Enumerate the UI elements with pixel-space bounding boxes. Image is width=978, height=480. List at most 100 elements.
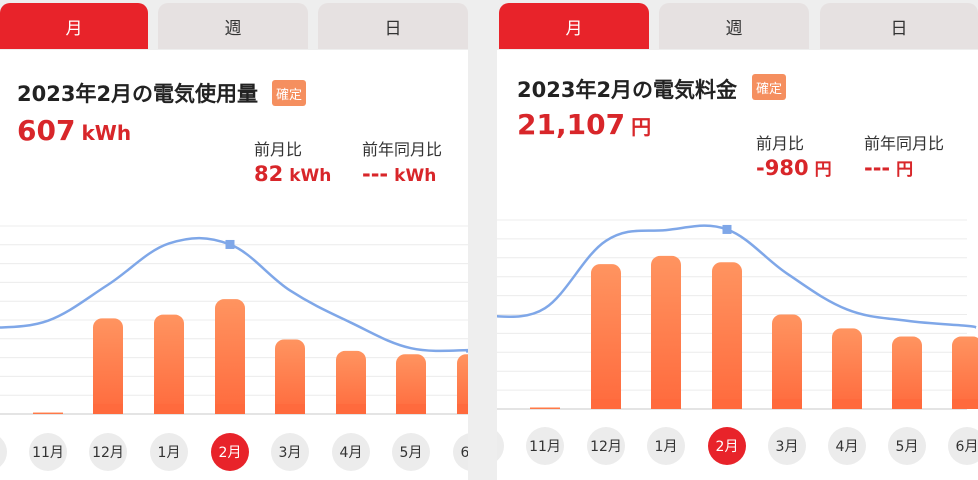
- month-pill-6月[interactable]: [453, 433, 468, 471]
- month-pill-3月[interactable]: [768, 427, 806, 465]
- compare-prev-year-number: ---: [362, 162, 389, 186]
- bar-4月[interactable]: [336, 350, 366, 414]
- compare-prev-month-number: 82: [254, 162, 284, 186]
- cost-panel: 月 週 日 2023年2月の電気料金 確定 21,107 円 前月比 前年同月比 …: [497, 0, 978, 480]
- selected-point-marker: [225, 239, 235, 249]
- bar-11月[interactable]: [530, 407, 560, 409]
- month-pill-2月[interactable]: [211, 433, 249, 471]
- bar-2月[interactable]: [215, 299, 245, 414]
- month-pill-prev[interactable]: [0, 433, 7, 471]
- month-label: 6月: [956, 439, 978, 455]
- usage-panel: 月 週 日 2023年2月の電気使用量 確定 607 kWh 前月比 前年同月比 …: [0, 0, 468, 480]
- bar-2月[interactable]: [712, 262, 742, 409]
- bar-base-6月: [952, 399, 978, 409]
- compare-prev-month-unit: 円: [814, 160, 832, 180]
- month-pill-12月[interactable]: [587, 427, 625, 465]
- page-title: 2023年2月の電気使用量: [17, 82, 259, 106]
- month-selector: 11月 12月 1月 2月 3月 4月 5月 6月: [497, 427, 978, 465]
- month-label: 3月: [279, 445, 302, 461]
- main-value-number: 21,107: [517, 108, 626, 141]
- month-label: 3月: [776, 439, 799, 455]
- bar-base-3月: [772, 399, 802, 409]
- month-pill-1月[interactable]: [647, 427, 685, 465]
- tab-month[interactable]: 月: [499, 3, 649, 49]
- bar-base-4月: [336, 404, 366, 414]
- bar-6月[interactable]: [952, 336, 978, 409]
- compare-prev-year-value: --- kWh: [362, 162, 436, 186]
- month-pill-4月[interactable]: [828, 427, 866, 465]
- month-label: 5月: [896, 439, 919, 455]
- compare-prev-year-unit: 円: [896, 160, 914, 180]
- tab-day[interactable]: 日: [820, 3, 978, 49]
- trend-line: [0, 236, 468, 353]
- bar-base-3月: [275, 404, 305, 414]
- tab-week[interactable]: 週: [158, 3, 308, 49]
- compare-prev-year-label: 前年同月比: [362, 140, 443, 159]
- bar-3月[interactable]: [772, 314, 802, 410]
- main-value: 21,107 円: [517, 108, 651, 141]
- bar-5月[interactable]: [396, 354, 426, 414]
- trend-line: [497, 224, 977, 329]
- bar-base-1月: [154, 404, 184, 414]
- bar-base-6月: [457, 404, 468, 414]
- period-tabs: 月 週 日: [0, 0, 468, 50]
- month-selector: 11月 12月 1月 2月 3月 4月 5月 6月: [0, 433, 468, 471]
- tab-month[interactable]: 月: [0, 3, 148, 49]
- bar-base-1月: [651, 399, 681, 409]
- month-label: 2月: [716, 439, 739, 455]
- month-pill-12月[interactable]: [89, 433, 127, 471]
- month-label: 4月: [836, 439, 859, 455]
- selected-point-marker: [722, 224, 732, 234]
- month-pill-11月[interactable]: [29, 433, 67, 471]
- compare-prev-month-value: 82 kWh: [254, 162, 331, 186]
- month-label: 1月: [655, 439, 678, 455]
- tab-day[interactable]: 日: [318, 3, 468, 49]
- month-label: 2月: [219, 445, 242, 461]
- month-pill-prev[interactable]: [497, 427, 504, 465]
- compare-prev-month-label: 前月比: [254, 140, 303, 159]
- bar-6月[interactable]: [457, 354, 468, 414]
- bar-base-5月: [892, 399, 922, 409]
- month-pill-4月[interactable]: [332, 433, 370, 471]
- gridlines: [0, 225, 468, 415]
- month-pill-6月[interactable]: [948, 427, 978, 465]
- tab-week[interactable]: 週: [659, 3, 809, 49]
- main-value: 607 kWh: [17, 114, 131, 147]
- main-value-number: 607: [17, 114, 76, 147]
- bar-base-12月: [591, 399, 621, 409]
- month-pill-3月[interactable]: [271, 433, 309, 471]
- month-pill-5月[interactable]: [888, 427, 926, 465]
- month-label: 11月: [529, 439, 561, 455]
- status-badge: 確定: [752, 74, 786, 100]
- page-title: 2023年2月の電気料金: [517, 78, 738, 102]
- month-pill-5月[interactable]: [392, 433, 430, 471]
- month-label: 12月: [590, 439, 622, 455]
- bar-3月[interactable]: [275, 339, 305, 414]
- bar-1月[interactable]: [651, 255, 681, 409]
- bar-4月[interactable]: [832, 328, 862, 409]
- month-pill-1月[interactable]: [150, 433, 188, 471]
- compare-prev-year-label: 前年同月比: [864, 134, 945, 153]
- month-label: 4月: [340, 445, 363, 461]
- period-tabs: 月 週 日: [497, 0, 978, 50]
- bar-11月[interactable]: [33, 412, 63, 415]
- usage-chart: 11月 12月 1月 2月 3月 4月 5月 6月: [0, 225, 468, 471]
- month-pill-11月[interactable]: [526, 427, 564, 465]
- bar-5月[interactable]: [892, 336, 922, 409]
- bar-1月[interactable]: [154, 314, 184, 414]
- compare-prev-month-label: 前月比: [756, 134, 805, 153]
- bar-base-2月: [712, 399, 742, 409]
- bar-base-2月: [215, 404, 245, 414]
- bar-12月[interactable]: [591, 264, 621, 409]
- bar-base-4月: [832, 399, 862, 409]
- compare-prev-year-number: ---: [864, 156, 891, 180]
- compare-prev-year-value: --- 円: [864, 155, 913, 180]
- compare-prev-month-number: -980: [756, 156, 809, 180]
- month-label: 1月: [158, 445, 181, 461]
- month-pill-2月[interactable]: [708, 427, 746, 465]
- bar-12月[interactable]: [93, 318, 123, 414]
- cost-chart: 11月 12月 1月 2月 3月 4月 5月 6月: [497, 219, 978, 465]
- main-value-unit: 円: [631, 115, 652, 139]
- compare-prev-month-value: -980 円: [756, 155, 832, 180]
- month-label: 6月: [461, 445, 468, 461]
